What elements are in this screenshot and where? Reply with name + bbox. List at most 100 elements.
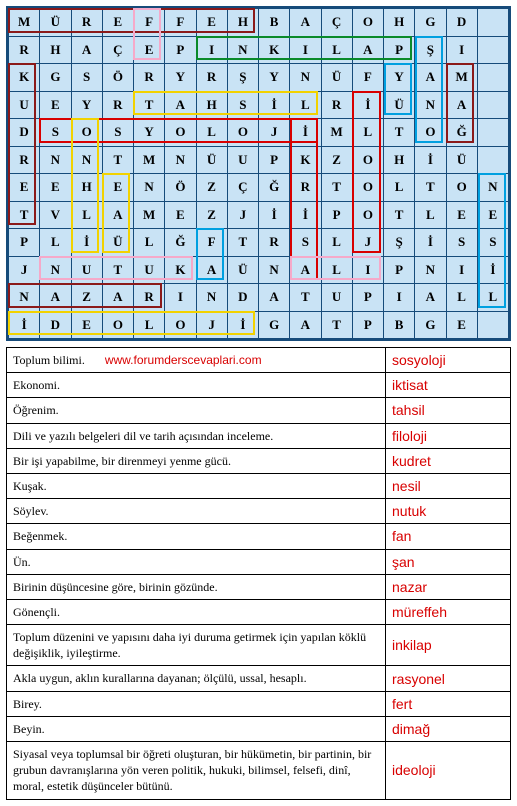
grid-cell: İ: [415, 146, 446, 174]
grid-cell: O: [352, 201, 383, 229]
clue-row: Gönençli.müreffeh: [7, 599, 510, 624]
grid-cell: G: [415, 9, 446, 37]
grid-cell: U: [9, 91, 40, 119]
grid-cell: P: [352, 311, 383, 339]
grid-cell: R: [290, 174, 321, 202]
grid-cell: İ: [9, 311, 40, 339]
clue-table: Toplum bilimi.www.forumderscevaplari.com…: [6, 347, 511, 800]
grid-cell: Ç: [102, 36, 133, 64]
grid-cell: T: [290, 284, 321, 312]
grid-cell: D: [446, 9, 477, 37]
grid-cell: L: [321, 229, 352, 257]
grid-cell: İ: [477, 256, 508, 284]
grid-cell: S: [446, 229, 477, 257]
grid-cell: R: [196, 64, 227, 92]
grid-cell: N: [227, 36, 258, 64]
grid-cell: İ: [352, 91, 383, 119]
clue-answer: iktisat: [385, 373, 510, 397]
grid-cell: L: [134, 229, 165, 257]
grid-cell: H: [384, 9, 415, 37]
grid-cell: L: [446, 284, 477, 312]
clue-question: Gönençli.: [7, 600, 385, 624]
grid-cell: H: [71, 174, 102, 202]
clue-question: Ün.: [7, 550, 385, 574]
grid-cell: T: [415, 174, 446, 202]
grid-cell: Ş: [415, 36, 446, 64]
grid-cell: E: [446, 311, 477, 339]
grid-cell: I: [196, 36, 227, 64]
grid-cell: [477, 91, 508, 119]
grid-cell: G: [259, 311, 290, 339]
grid-cell: L: [40, 229, 71, 257]
grid-cell: O: [352, 9, 383, 37]
grid-cell: Ğ: [446, 119, 477, 147]
grid-cell: Ğ: [165, 229, 196, 257]
grid-cell: T: [384, 119, 415, 147]
grid-cell: U: [134, 256, 165, 284]
clue-answer: müreffeh: [385, 600, 510, 624]
grid-cell: L: [352, 119, 383, 147]
grid-cell: I: [352, 256, 383, 284]
grid-cell: A: [446, 91, 477, 119]
clue-answer: rasyonel: [385, 666, 510, 690]
clue-answer: fert: [385, 692, 510, 716]
grid-cell: E: [40, 91, 71, 119]
grid-cell: H: [384, 146, 415, 174]
grid-cell: N: [196, 284, 227, 312]
grid-cell: Ü: [384, 91, 415, 119]
grid-cell: D: [9, 119, 40, 147]
grid-cell: Z: [196, 201, 227, 229]
grid-cell: S: [102, 119, 133, 147]
grid-cell: V: [40, 201, 71, 229]
grid-cell: P: [352, 284, 383, 312]
grid-cell: P: [321, 201, 352, 229]
grid-cell: I: [165, 284, 196, 312]
grid-cell: A: [165, 91, 196, 119]
grid-cell: K: [259, 36, 290, 64]
grid-cell: [477, 311, 508, 339]
grid-cell: R: [259, 229, 290, 257]
grid-cell: P: [9, 229, 40, 257]
grid-cell: R: [102, 91, 133, 119]
grid-cell: [477, 64, 508, 92]
grid-cell: H: [40, 36, 71, 64]
grid-cell: Z: [196, 174, 227, 202]
grid-cell: G: [40, 64, 71, 92]
grid-cell: N: [415, 91, 446, 119]
grid-cell: I: [446, 36, 477, 64]
grid-cell: Ç: [321, 9, 352, 37]
grid-cell: E: [165, 201, 196, 229]
grid-cell: L: [196, 119, 227, 147]
clue-question: Beyin.: [7, 717, 385, 741]
watermark-link[interactable]: www.forumderscevaplari.com: [105, 353, 262, 367]
grid-cell: İ: [290, 201, 321, 229]
grid-cell: N: [415, 256, 446, 284]
grid-cell: T: [321, 311, 352, 339]
clue-question: Beğenmek.: [7, 524, 385, 548]
grid-cell: M: [134, 146, 165, 174]
grid-cell: Z: [71, 284, 102, 312]
grid-cell: [477, 36, 508, 64]
grid-cell: P: [165, 36, 196, 64]
grid-cell: L: [290, 91, 321, 119]
grid-cell: E: [102, 174, 133, 202]
grid-cell: O: [165, 119, 196, 147]
grid-cell: T: [384, 201, 415, 229]
grid-cell: H: [196, 91, 227, 119]
grid-cell: N: [40, 256, 71, 284]
clue-row: Birinin düşüncesine göre, birinin gözünd…: [7, 574, 510, 599]
grid-cell: Ü: [446, 146, 477, 174]
clue-answer: fan: [385, 524, 510, 548]
grid-cell: [477, 9, 508, 37]
grid-cell: D: [40, 311, 71, 339]
grid-cell: A: [196, 256, 227, 284]
grid-cell: T: [227, 229, 258, 257]
grid-cell: Ü: [196, 146, 227, 174]
clue-question: Söylev.: [7, 499, 385, 523]
clue-question: Siyasal veya toplumsal bir öğreti oluştu…: [7, 742, 385, 799]
clue-question: Öğrenim.: [7, 398, 385, 422]
grid-cell: E: [40, 174, 71, 202]
grid-cell: Y: [134, 119, 165, 147]
clue-answer: şan: [385, 550, 510, 574]
grid-cell: F: [165, 9, 196, 37]
